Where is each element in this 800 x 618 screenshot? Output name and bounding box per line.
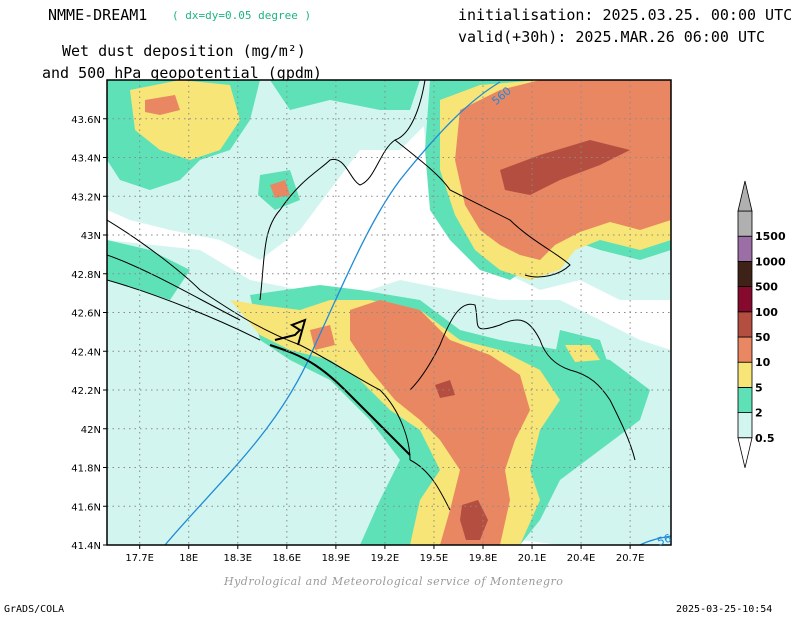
coastline: [269, 344, 411, 456]
lat-tick-label: 42.4N: [71, 347, 101, 358]
colorbar-segment: [737, 336, 753, 363]
lon-tick-label: 18.6E: [273, 553, 302, 564]
variable-title-line2: and 500 hPa geopotential (gpdm): [42, 64, 322, 82]
colorbar-level-label: 1500: [755, 230, 786, 243]
colorbar-segment: [737, 412, 753, 439]
lon-tick-label: 19.2E: [371, 553, 400, 564]
colorbar-level-label: 5: [755, 381, 763, 394]
lat-tick-label: 43.2N: [71, 192, 101, 203]
bay-of-kotor: [274, 318, 307, 346]
model-name: NMME-DREAM1: [48, 6, 148, 24]
lat-tick-label: 43N: [81, 231, 101, 242]
gridlines: [107, 80, 671, 545]
axis-ticks: 17.7E 18E 18.3E 18.6E 18.9E 19.2E 19.5E 19.8E 20…: [71, 115, 644, 564]
colorbar-level-label: 500: [755, 281, 778, 294]
valid-time: valid(+30h): 2025.MAR.26 06:00 UTC: [458, 28, 766, 46]
lat-tick-label: 42.8N: [71, 270, 101, 281]
country-borders: [107, 80, 636, 511]
lon-tick-label: 18.9E: [322, 553, 351, 564]
lat-tick-label: 43.4N: [71, 154, 101, 165]
lat-tick-label: 42.6N: [71, 309, 101, 320]
colorbar-over-arrow: [737, 180, 753, 212]
colorbar-segment: [737, 311, 753, 338]
variable-title-line1: Wet dust deposition (mg/m²): [62, 42, 306, 60]
colorbar-segment: [737, 260, 753, 287]
lon-tick-label: 20.7E: [616, 553, 645, 564]
lon-tick-label: 19.8E: [469, 553, 498, 564]
colorbar-level-label: 0.5: [755, 432, 775, 445]
lat-tick-label: 41.8N: [71, 464, 101, 475]
geopotential-contour-56: [639, 535, 671, 545]
lon-tick-label: 17.7E: [125, 553, 154, 564]
colorbar-segment: [737, 210, 753, 237]
colorbar-segment: [737, 361, 753, 388]
colorbar-under-arrow: [737, 437, 753, 468]
resolution-label: ( dx=dy=0.05 degree ): [172, 9, 312, 22]
colorbar-segment: [737, 286, 753, 313]
contour-label-56: 56: [655, 532, 673, 549]
colorbar-legend: 0.5 2 5 10 50 100 500 1000 1500: [737, 180, 786, 468]
geopotential-contour-560: [164, 81, 501, 545]
lon-tick-label: 18.3E: [223, 553, 252, 564]
footer-right: 2025-03-25-10:54: [676, 604, 773, 615]
lat-tick-label: 42N: [81, 425, 101, 436]
init-time: initialisation: 2025.03.25. 00:00 UTC: [458, 6, 793, 24]
lon-tick-label: 20.4E: [567, 553, 596, 564]
colorbar-level-label: 100: [755, 306, 778, 319]
colorbar-level-label: 2: [755, 407, 763, 420]
credit-line: Hydrological and Meteorological service …: [224, 575, 564, 588]
lat-tick-label: 41.4N: [71, 541, 101, 552]
colorbar-level-label: 1000: [755, 255, 786, 268]
lat-tick-label: 41.6N: [71, 502, 101, 513]
lat-tick-label: 43.6N: [71, 115, 101, 126]
lat-tick-label: 42.2N: [71, 386, 101, 397]
colorbar-level-label: 10: [755, 356, 771, 369]
colorbar-segment: [737, 386, 753, 413]
colorbar-level-label: 50: [755, 331, 771, 344]
colorbar-segment: [737, 235, 753, 262]
lon-tick-label: 18E: [179, 553, 198, 564]
footer-left: GrADS/COLA: [4, 604, 65, 615]
lon-tick-label: 20.1E: [518, 553, 547, 564]
lon-tick-label: 19.5E: [420, 553, 449, 564]
